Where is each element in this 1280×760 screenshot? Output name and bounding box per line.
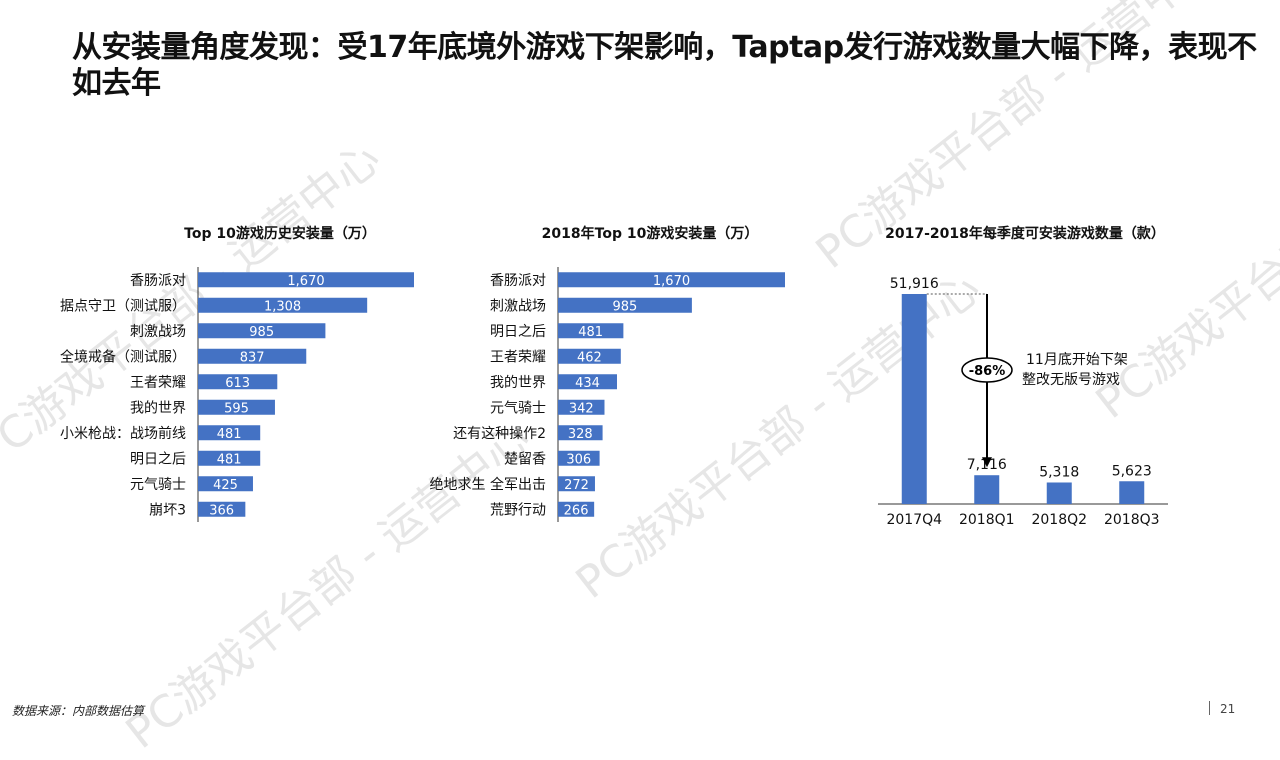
decline-arrowhead	[982, 457, 992, 468]
data-label: 1,308	[264, 299, 301, 314]
category-label: 我的世界	[490, 375, 546, 391]
bar	[558, 297, 692, 313]
data-label: 266	[564, 503, 589, 518]
bar	[558, 348, 621, 364]
chart-title: 2017-2018年每季度可安装游戏数量（款）	[885, 226, 1165, 242]
category-label: 2017Q4	[886, 512, 942, 528]
data-label: 5,623	[1112, 463, 1152, 479]
category-label: 香肠派对	[130, 273, 186, 289]
data-label: 366	[209, 503, 234, 518]
category-label: 明日之后	[490, 324, 546, 340]
data-label: 481	[217, 427, 242, 442]
data-label: 342	[569, 401, 594, 416]
slide-title: 从安装量角度发现：受17年底境外游戏下架影响，Taptap发行游戏数量大幅下降，…	[72, 30, 1257, 101]
bar	[198, 501, 246, 517]
category-label: 全境戒备（测试服）	[60, 348, 186, 365]
data-label: 328	[568, 427, 593, 442]
bar	[198, 450, 261, 466]
page-divider	[1209, 701, 1210, 715]
bar	[1119, 481, 1145, 504]
data-label: 985	[613, 299, 638, 314]
chart-title: Top 10游戏历史安装量（万）	[184, 226, 376, 242]
category-label: 2018Q1	[959, 512, 1015, 528]
category-label: 荒野行动	[490, 502, 546, 518]
bar	[558, 399, 605, 415]
bar	[198, 425, 261, 441]
data-label: 434	[575, 376, 600, 391]
category-label: 我的世界	[130, 400, 186, 416]
category-label: 2018Q2	[1031, 512, 1087, 528]
bar	[198, 348, 307, 364]
bar	[558, 501, 595, 517]
data-label: 985	[249, 325, 274, 340]
bar	[1046, 482, 1072, 504]
annotation-note: 整改无版号游戏	[1022, 372, 1120, 388]
category-label: 绝地求生 全军出击	[430, 476, 546, 493]
page-number: 21	[1220, 702, 1236, 716]
bar	[558, 476, 595, 492]
bar	[198, 323, 326, 339]
data-label: 462	[577, 350, 602, 365]
bar	[558, 450, 600, 466]
bar	[198, 272, 414, 288]
change-label: -86%	[969, 364, 1006, 379]
bar	[558, 374, 617, 390]
category-label: 王者荣耀	[490, 349, 546, 365]
chart-title: 2018年Top 10游戏安装量（万）	[541, 226, 759, 242]
annotation-note: 11月底开始下架	[1026, 352, 1128, 368]
bar	[558, 323, 624, 339]
bar	[198, 297, 368, 313]
footer-source: 数据来源：内部数据估算	[12, 704, 145, 718]
data-label: 1,670	[653, 274, 690, 289]
data-label: 306	[566, 452, 591, 467]
bar	[558, 425, 603, 441]
bar	[901, 294, 927, 504]
category-label: 2018Q3	[1104, 512, 1160, 528]
category-label: 刺激战场	[490, 297, 546, 314]
bar	[558, 272, 785, 288]
data-label: 272	[564, 478, 589, 493]
data-label: 613	[225, 376, 250, 391]
history-installs-chart: 香肠派对 1,670 据点守卫（测试服） 1,308 刺激战场 985 全境戒备（测试服） 8…	[60, 267, 414, 522]
data-label: 595	[224, 401, 249, 416]
category-label: 据点守卫（测试服）	[60, 298, 186, 314]
bar	[198, 399, 275, 415]
category-label: 楚留香	[504, 451, 546, 467]
bar	[198, 476, 253, 492]
change-badge	[961, 357, 1013, 383]
quarterly-games-chart: 51,9162017Q47,1162018Q15,3182018Q25,6232…	[878, 276, 1168, 528]
category-label: 明日之后	[130, 451, 186, 467]
bar	[198, 374, 278, 390]
category-label: 元气骑士	[130, 477, 186, 493]
category-label: 小米枪战：战场前线	[60, 425, 186, 442]
data-label: 5,318	[1039, 464, 1079, 480]
data-label: 425	[213, 478, 238, 493]
data-label: 837	[240, 350, 265, 365]
category-label: 刺激战场	[130, 323, 186, 340]
category-label: 香肠派对	[490, 273, 546, 289]
bar	[974, 475, 1000, 504]
category-label: 还有这种操作2	[453, 425, 546, 442]
installs-2018-chart: 香肠派对 1,670 刺激战场 985 明日之后 481 王者荣耀 462 我的世界 434 元气骑…	[430, 267, 785, 522]
category-label: 王者荣耀	[130, 375, 186, 391]
data-label: 481	[217, 452, 242, 467]
data-label: 1,670	[287, 274, 324, 289]
data-label: 481	[578, 325, 603, 340]
data-label: 51,916	[890, 276, 939, 292]
category-label: 崩坏3	[149, 502, 186, 518]
category-label: 元气骑士	[490, 400, 546, 416]
